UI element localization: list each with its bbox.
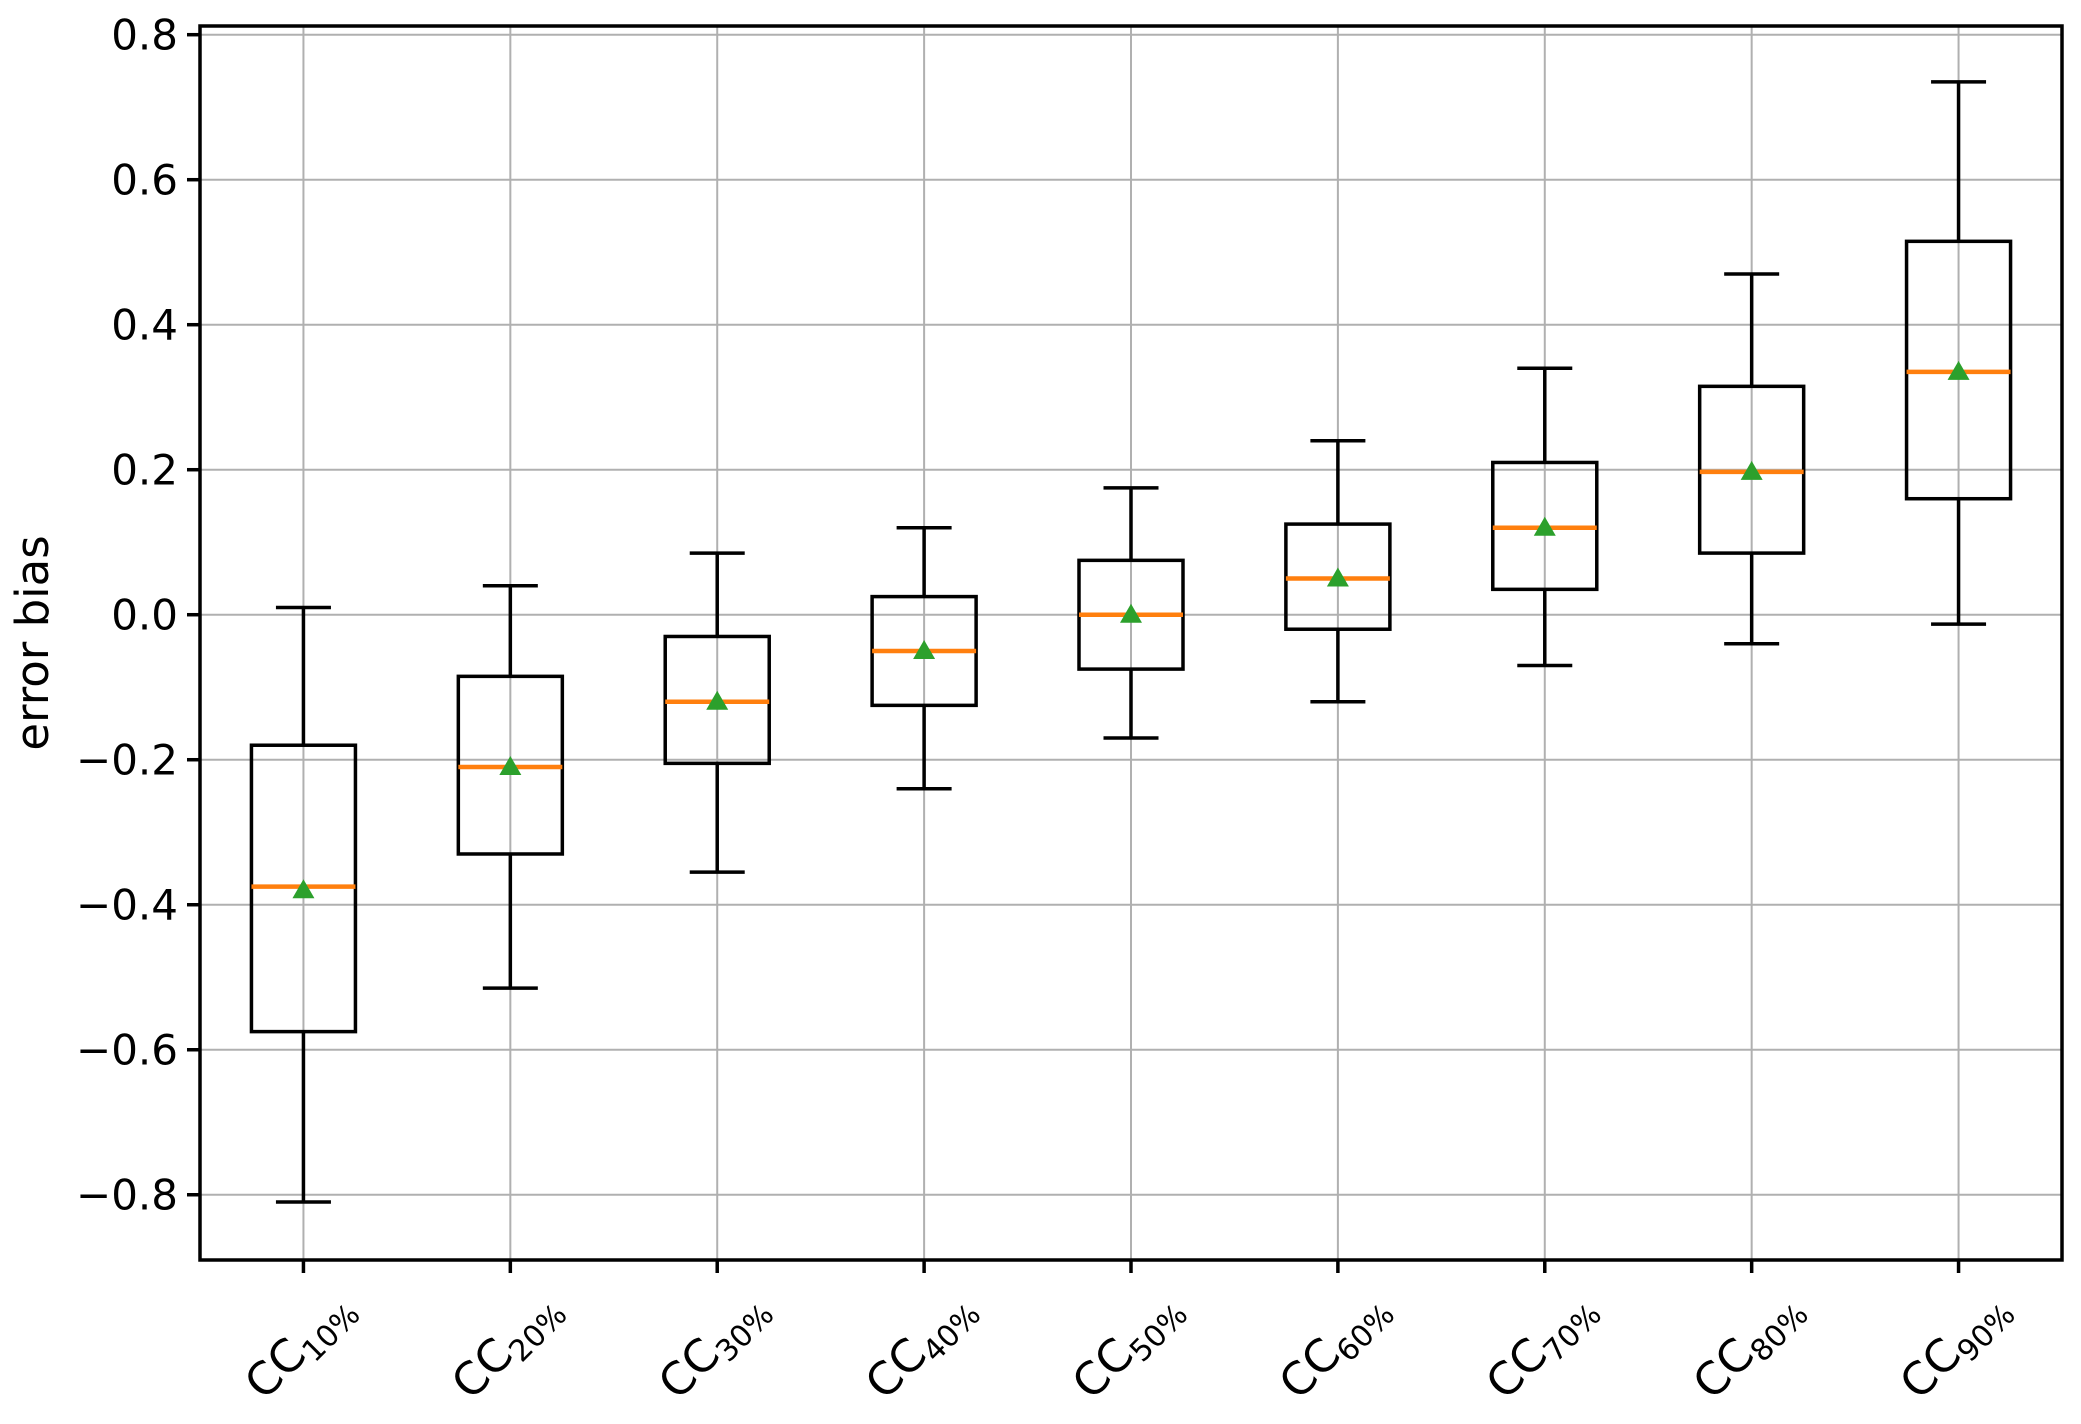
y-tick-label: 0.8 <box>111 11 178 60</box>
x-tick-label-CC60%: CC60% <box>1269 1280 1402 1413</box>
x-tick-label-CC80%: CC80% <box>1682 1280 1815 1413</box>
x-tick-label-CC20%: CC20% <box>441 1280 574 1413</box>
y-axis-label: error bias <box>6 535 59 750</box>
x-tick-label-CC40%: CC40% <box>855 1280 988 1413</box>
mean-marker <box>499 755 522 775</box>
mean-marker <box>1533 516 1556 536</box>
y-tick-label: 0.4 <box>111 301 178 350</box>
mean-marker <box>1740 460 1763 480</box>
x-axis: CC10% CC20% CC30% CC40% CC50% CC60% CC70% CC80%… <box>234 1260 2023 1413</box>
mean-marker <box>706 690 729 710</box>
mean-marker <box>1120 603 1142 623</box>
boxplot-CC50% <box>1077 486 1185 740</box>
mean-marker <box>1947 360 1970 380</box>
x-tick-label-CC90%: CC90% <box>1889 1280 2022 1413</box>
boxplot-CC80% <box>1697 272 1806 646</box>
mean-marker <box>292 879 315 899</box>
gridlines <box>200 26 2062 1260</box>
mean-marker <box>913 639 936 659</box>
y-tick-label: −0.8 <box>76 1171 178 1220</box>
x-tick-label-CC50%: CC50% <box>1062 1280 1195 1413</box>
y-tick-label: −0.4 <box>76 881 178 930</box>
boxplot-CC10% <box>249 605 358 1204</box>
boxplot-CC70% <box>1491 366 1599 668</box>
x-tick-label-CC30%: CC30% <box>648 1280 781 1413</box>
y-tick-label: 0.0 <box>111 591 178 640</box>
boxplot-CC20% <box>456 583 565 990</box>
x-tick-label-CC10%: CC10% <box>234 1280 367 1413</box>
boxplot-CC60% <box>1284 438 1392 704</box>
boxplot-CC90% <box>1904 80 2013 626</box>
y-axis: 0.8 0.6 0.4 0.2 0.0 −0.2 −0.4 −0.6 −0.8 <box>76 11 200 1220</box>
boxplot-CC40% <box>870 525 978 791</box>
y-tick-label: −0.2 <box>76 736 178 785</box>
boxplot-CC30% <box>663 551 771 874</box>
x-tick-label-CC70%: CC70% <box>1475 1280 1608 1413</box>
y-tick-label: 0.2 <box>111 446 178 495</box>
y-tick-label: −0.6 <box>76 1026 178 1075</box>
mean-marker <box>1326 567 1349 587</box>
y-tick-label: 0.6 <box>111 156 178 205</box>
